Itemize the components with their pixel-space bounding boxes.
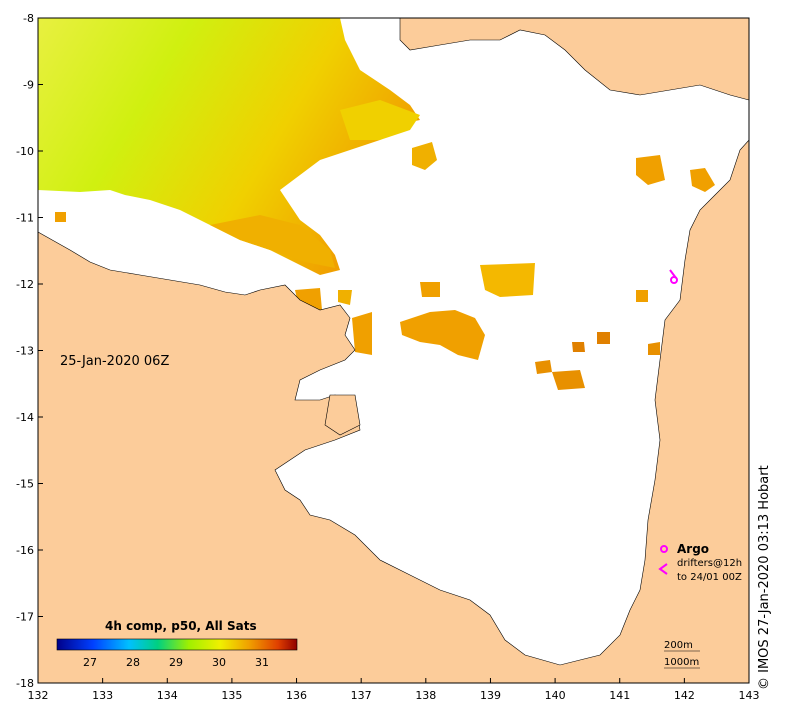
drifter-legend-line1: drifters@12h <box>677 558 742 569</box>
timestamp-label: 25-Jan-2020 06Z <box>60 354 169 369</box>
colorbar-tick: 30 <box>212 656 226 669</box>
colorbar: 4h comp, p50, All Sats 27 28 29 30 31 <box>56 619 298 669</box>
x-tick-label: 136 <box>286 689 307 702</box>
colorbar-title: 4h comp, p50, All Sats <box>105 619 257 633</box>
x-tick-label: 134 <box>157 689 178 702</box>
drifter-legend-line2: to 24/01 00Z <box>677 572 742 583</box>
colorbar-tick: 29 <box>169 656 183 669</box>
argo-markers <box>669 269 678 284</box>
y-tick-label: -17 <box>16 611 34 624</box>
y-tick-label: -16 <box>16 544 34 557</box>
y-axis: -8 -9 -10 -11 -12 -13 -14 -15 -16 -17 -18 <box>16 12 43 690</box>
sst-patches <box>55 142 715 390</box>
sst-data-region <box>38 18 420 275</box>
y-tick-label: -13 <box>16 345 34 358</box>
legend: Argo drifters@12h to 24/01 00Z <box>658 542 742 583</box>
x-tick-label: 137 <box>351 689 372 702</box>
y-tick-label: -8 <box>23 12 34 25</box>
y-tick-label: -9 <box>23 79 34 92</box>
x-tick-label: 139 <box>480 689 501 702</box>
x-tick-label: 138 <box>415 689 436 702</box>
argo-legend-label: Argo <box>677 542 709 556</box>
depth-200m-label: 200m <box>664 640 693 651</box>
sst-warm-band <box>210 215 335 268</box>
depth-1000m-label: 1000m <box>664 657 699 668</box>
colorbar-tick: 27 <box>83 656 97 669</box>
colorbar-tick: 28 <box>126 656 140 669</box>
land <box>37 17 750 684</box>
drifter-legend-icon <box>658 563 668 575</box>
y-tick-label: -10 <box>16 145 34 158</box>
y-tick-label: -11 <box>16 212 34 225</box>
x-tick-label: 133 <box>92 689 113 702</box>
colorbar-gradient <box>56 638 298 651</box>
y-tick-label: -18 <box>16 677 34 690</box>
x-tick-label: 141 <box>609 689 630 702</box>
x-tick-label: 135 <box>221 689 242 702</box>
y-tick-label: -14 <box>16 411 34 424</box>
sst-patch <box>340 100 420 140</box>
colorbar-tick: 31 <box>255 656 269 669</box>
x-tick-label: 132 <box>28 689 49 702</box>
argo-legend-icon <box>660 545 668 553</box>
y-tick-label: -15 <box>16 478 34 491</box>
y-tick-label: -12 <box>16 278 34 291</box>
x-tick-label: 142 <box>674 689 695 702</box>
depth-legend: 200m 1000m <box>664 640 700 669</box>
credit-label: © IMOS 27-Jan-2020 03:13 Hobart <box>757 465 772 690</box>
x-axis: 132 133 134 135 136 137 138 139 140 141 142 143 <box>28 678 760 702</box>
x-tick-label: 140 <box>545 689 566 702</box>
x-tick-label: 143 <box>739 689 760 702</box>
